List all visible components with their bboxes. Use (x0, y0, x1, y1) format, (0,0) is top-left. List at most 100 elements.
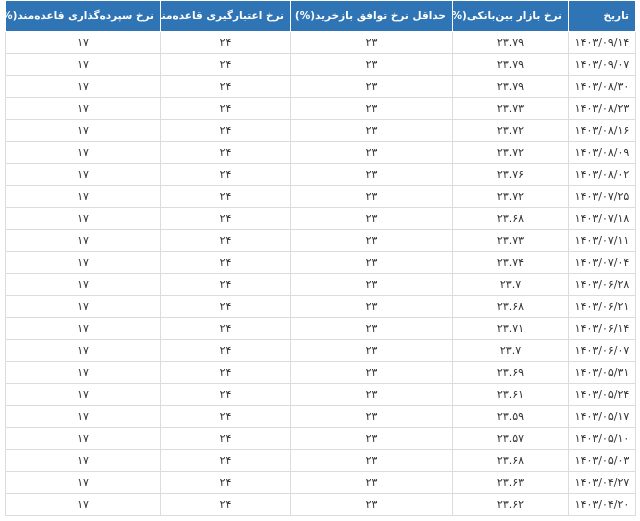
table-row: ۱۴۰۳/۰۵/۳۱ ۲۳.۶۹ ۲۳ ۲۴ ۱۷ (5, 361, 636, 384)
rate-cell: ۱۷ (5, 405, 161, 428)
rate-cell: ۲۳.۶۸ (452, 295, 569, 318)
rate-cell: ۲۳.۷۹ (452, 75, 569, 98)
table-row: ۱۴۰۳/۰۹/۱۴ ۲۳.۷۹ ۲۳ ۲۴ ۱۷ (5, 31, 636, 54)
date-cell: ۱۴۰۳/۰۴/۲۷ (568, 471, 636, 494)
rate-cell: ۲۴ (160, 251, 291, 274)
table-row: ۱۴۰۳/۰۴/۲۷ ۲۳.۶۳ ۲۳ ۲۴ ۱۷ (5, 471, 636, 494)
date-cell: ۱۴۰۳/۰۸/۲۳ (568, 97, 636, 120)
rate-cell: ۱۷ (5, 471, 161, 494)
date-cell: ۱۴۰۳/۰۹/۱۴ (568, 31, 636, 54)
table-row: ۱۴۰۳/۰۵/۲۴ ۲۳.۶۱ ۲۳ ۲۴ ۱۷ (5, 383, 636, 406)
rate-cell: ۲۳ (290, 97, 453, 120)
rate-cell: ۱۷ (5, 317, 161, 340)
date-cell: ۱۴۰۳/۰۵/۰۳ (568, 449, 636, 472)
rate-cell: ۲۴ (160, 361, 291, 384)
date-cell: ۱۴۰۳/۰۸/۳۰ (568, 75, 636, 98)
table-row: ۱۴۰۳/۰۸/۱۶ ۲۳.۷۲ ۲۳ ۲۴ ۱۷ (5, 119, 636, 142)
rate-cell: ۲۳.۶۸ (452, 207, 569, 230)
table-row: ۱۴۰۳/۰۹/۰۷ ۲۳.۷۹ ۲۳ ۲۴ ۱۷ (5, 53, 636, 76)
table-row: ۱۴۰۳/۰۵/۰۳ ۲۳.۶۸ ۲۳ ۲۴ ۱۷ (5, 449, 636, 472)
rate-cell: ۲۳ (290, 405, 453, 428)
rate-cell: ۲۳ (290, 141, 453, 164)
rate-cell: ۲۳ (290, 75, 453, 98)
rate-cell: ۱۷ (5, 97, 161, 120)
rate-cell: ۱۷ (5, 383, 161, 406)
rate-cell: ۲۳ (290, 53, 453, 76)
table-row: ۱۴۰۳/۰۶/۰۷ ۲۳.۷ ۲۳ ۲۴ ۱۷ (5, 339, 636, 362)
rate-cell: ۲۴ (160, 97, 291, 120)
date-cell: ۱۴۰۳/۰۸/۰۹ (568, 141, 636, 164)
rate-cell: ۲۴ (160, 317, 291, 340)
date-cell: ۱۴۰۳/۰۶/۱۴ (568, 317, 636, 340)
table-row: ۱۴۰۳/۰۸/۳۰ ۲۳.۷۹ ۲۳ ۲۴ ۱۷ (5, 75, 636, 98)
rate-cell: ۲۳.۷۲ (452, 185, 569, 208)
rate-cell: ۲۴ (160, 229, 291, 252)
rate-cell: ۲۴ (160, 185, 291, 208)
rate-cell: ۲۳ (290, 295, 453, 318)
rate-cell: ۲۳ (290, 339, 453, 362)
rate-cell: ۲۴ (160, 405, 291, 428)
rate-cell: ۲۴ (160, 31, 291, 54)
rate-cell: ۲۳.۶۲ (452, 493, 569, 516)
rate-cell: ۲۴ (160, 207, 291, 230)
date-cell: ۱۴۰۳/۰۶/۲۱ (568, 295, 636, 318)
table-row: ۱۴۰۳/۰۸/۰۹ ۲۳.۷۲ ۲۳ ۲۴ ۱۷ (5, 141, 636, 164)
rate-cell: ۲۳.۶۹ (452, 361, 569, 384)
date-cell: ۱۴۰۳/۰۸/۰۲ (568, 163, 636, 186)
rate-cell: ۱۷ (5, 449, 161, 472)
column-header: نرخ اعتبارگیری قاعده‌مند(%) (160, 0, 291, 32)
rate-cell: ۲۳ (290, 317, 453, 340)
date-cell: ۱۴۰۳/۰۸/۱۶ (568, 119, 636, 142)
rate-cell: ۱۷ (5, 427, 161, 450)
table-row: ۱۴۰۳/۰۶/۲۱ ۲۳.۶۸ ۲۳ ۲۴ ۱۷ (5, 295, 636, 318)
rate-cell: ۱۷ (5, 75, 161, 98)
date-cell: ۱۴۰۳/۰۶/۲۸ (568, 273, 636, 296)
rate-cell: ۲۳ (290, 427, 453, 450)
date-cell: ۱۴۰۳/۰۷/۱۸ (568, 207, 636, 230)
rate-cell: ۱۷ (5, 207, 161, 230)
rate-cell: ۲۳.۷۳ (452, 229, 569, 252)
rate-cell: ۲۴ (160, 449, 291, 472)
table-row: ۱۴۰۳/۰۷/۱۱ ۲۳.۷۳ ۲۳ ۲۴ ۱۷ (5, 229, 636, 252)
rate-cell: ۲۳.۵۹ (452, 405, 569, 428)
column-header: تاریخ (568, 0, 636, 32)
rate-cell: ۲۳ (290, 251, 453, 274)
rate-cell: ۱۷ (5, 119, 161, 142)
rate-cell: ۱۷ (5, 361, 161, 384)
rate-cell: ۲۴ (160, 141, 291, 164)
rate-cell: ۱۷ (5, 273, 161, 296)
rate-cell: ۱۷ (5, 251, 161, 274)
rate-cell: ۲۳.۷ (452, 273, 569, 296)
rate-cell: ۲۴ (160, 163, 291, 186)
rate-cell: ۲۳ (290, 229, 453, 252)
rate-cell: ۲۴ (160, 339, 291, 362)
date-cell: ۱۴۰۳/۰۷/۲۵ (568, 185, 636, 208)
date-cell: ۱۴۰۳/۰۵/۲۴ (568, 383, 636, 406)
rate-cell: ۲۳ (290, 273, 453, 296)
rate-cell: ۲۳ (290, 207, 453, 230)
rate-cell: ۲۴ (160, 471, 291, 494)
rate-cell: ۲۳.۶۱ (452, 383, 569, 406)
table-row: ۱۴۰۳/۰۸/۰۲ ۲۳.۷۶ ۲۳ ۲۴ ۱۷ (5, 163, 636, 186)
rate-cell: ۲۳ (290, 163, 453, 186)
rate-cell: ۲۴ (160, 427, 291, 450)
table-row: ۱۴۰۳/۰۴/۲۰ ۲۳.۶۲ ۲۳ ۲۴ ۱۷ (5, 493, 636, 516)
rate-cell: ۲۳ (290, 119, 453, 142)
rate-cell: ۲۴ (160, 295, 291, 318)
rate-cell: ۲۴ (160, 273, 291, 296)
rate-cell: ۱۷ (5, 31, 161, 54)
date-cell: ۱۴۰۳/۰۷/۱۱ (568, 229, 636, 252)
date-cell: ۱۴۰۳/۰۴/۲۰ (568, 493, 636, 516)
rate-cell: ۲۳.۷۹ (452, 53, 569, 76)
date-cell: ۱۴۰۳/۰۶/۰۷ (568, 339, 636, 362)
rate-cell: ۲۴ (160, 75, 291, 98)
date-cell: ۱۴۰۳/۰۵/۳۱ (568, 361, 636, 384)
rate-cell: ۲۴ (160, 53, 291, 76)
date-cell: ۱۴۰۳/۰۵/۱۷ (568, 405, 636, 428)
rate-cell: ۱۷ (5, 339, 161, 362)
rates-table: تاریخ نرخ بازار بین‌بانکی(%) حداقل نرخ توا… (5, 0, 636, 516)
header-row: تاریخ نرخ بازار بین‌بانکی(%) حداقل نرخ توا… (5, 0, 636, 32)
table-row: ۱۴۰۳/۰۷/۱۸ ۲۳.۶۸ ۲۳ ۲۴ ۱۷ (5, 207, 636, 230)
rate-cell: ۱۷ (5, 141, 161, 164)
column-header: حداقل نرخ توافق بازخرید(%) (290, 0, 453, 32)
